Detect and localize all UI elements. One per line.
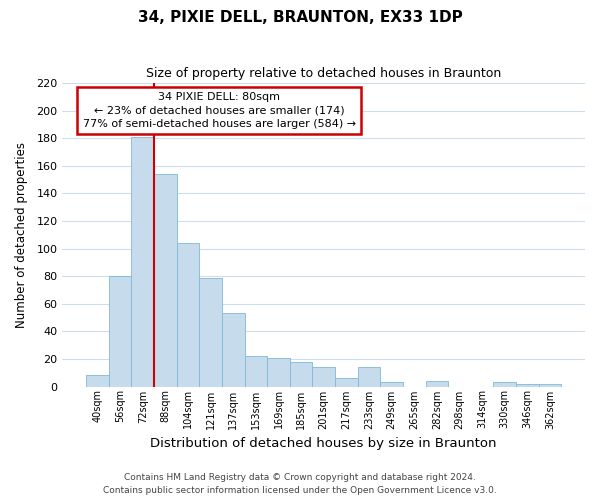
Bar (539, 384, 561, 386)
Bar (335, 378, 358, 386)
Bar (267, 358, 290, 386)
Bar (131, 137, 154, 386)
Bar (154, 174, 176, 386)
Bar (358, 367, 380, 386)
Bar (222, 314, 245, 386)
Bar (380, 382, 403, 386)
Bar (176, 243, 199, 386)
Bar (86, 376, 109, 386)
Bar (425, 381, 448, 386)
Text: 34, PIXIE DELL, BRAUNTON, EX33 1DP: 34, PIXIE DELL, BRAUNTON, EX33 1DP (137, 10, 463, 25)
Text: 34 PIXIE DELL: 80sqm  
← 23% of detached houses are smaller (174)
77% of semi-de: 34 PIXIE DELL: 80sqm ← 23% of detached h… (83, 92, 356, 128)
Bar (245, 356, 267, 386)
Bar (313, 367, 335, 386)
Bar (109, 276, 131, 386)
Bar (290, 362, 313, 386)
Bar (516, 384, 539, 386)
Title: Size of property relative to detached houses in Braunton: Size of property relative to detached ho… (146, 68, 502, 80)
Y-axis label: Number of detached properties: Number of detached properties (15, 142, 28, 328)
Text: Contains HM Land Registry data © Crown copyright and database right 2024.
Contai: Contains HM Land Registry data © Crown c… (103, 473, 497, 495)
Bar (199, 278, 222, 386)
X-axis label: Distribution of detached houses by size in Braunton: Distribution of detached houses by size … (151, 437, 497, 450)
Bar (493, 382, 516, 386)
